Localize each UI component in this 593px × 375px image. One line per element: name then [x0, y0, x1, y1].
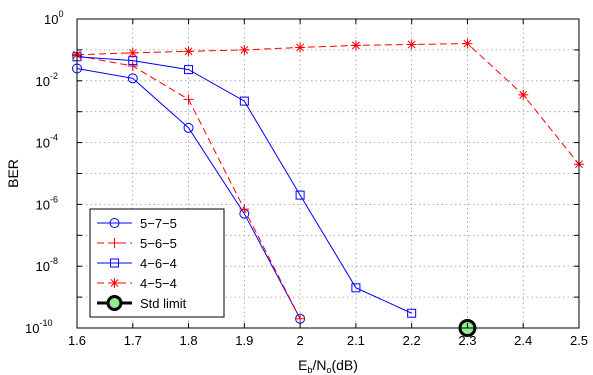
data-point — [184, 65, 194, 75]
legend-label: 4−5−4 — [140, 276, 177, 291]
data-point — [295, 313, 306, 324]
legend-item: 4−5−4 — [97, 276, 177, 291]
data-point — [350, 40, 361, 51]
y-tick-label: 10-4 — [36, 133, 58, 151]
y-tick-label: 100 — [44, 9, 63, 27]
series-line — [76, 43, 580, 165]
x-tick-label: 2 — [296, 333, 303, 348]
data-point — [183, 46, 194, 57]
data-point — [239, 204, 250, 215]
legend-marker — [110, 258, 119, 268]
x-tick-label: 1.8 — [180, 333, 198, 348]
x-tick-label: 2.2 — [403, 333, 421, 348]
data-point — [462, 38, 473, 49]
series-line — [76, 56, 412, 314]
legend-label: 5−7−5 — [140, 216, 177, 231]
series-4 — [72, 38, 584, 170]
y-axis-label: BER — [5, 159, 21, 188]
legend-item: Std limit — [97, 295, 187, 311]
data-point — [295, 190, 305, 200]
data-point — [127, 73, 138, 84]
x-axis-label: Eb/No(dB) — [298, 357, 358, 375]
legend-marker — [109, 238, 120, 248]
x-tick-label: 1.7 — [124, 333, 142, 348]
y-tick-label: 10-2 — [36, 71, 58, 89]
data-point — [183, 94, 194, 105]
x-tick-label: 1.9 — [235, 333, 253, 348]
legend-marker — [109, 278, 120, 288]
data-point — [407, 308, 417, 318]
x-tick-label: 2.5 — [570, 333, 588, 348]
series-line — [76, 68, 301, 319]
x-tick-label: 1.6 — [68, 333, 86, 348]
legend-marker — [109, 218, 120, 228]
data-point — [127, 61, 138, 72]
legend: 5−7−5 5−6−5 4−6−4 4−5−4 Std limit — [89, 208, 225, 318]
data-point — [351, 283, 361, 293]
x-tick-label: 2.4 — [514, 333, 532, 348]
tick-labels: 1.6 1.7 1.8 1.9 2 2.1 2.2 2.3 2.4 2.5 100 10-2 10-4 1… — [25, 9, 588, 348]
legend-item: 5−7−5 — [97, 216, 177, 231]
data-point — [127, 47, 138, 58]
y-tick-label: 10-8 — [36, 256, 58, 274]
x-tick-label: 2.1 — [347, 333, 365, 348]
y-tick-label: 10-10 — [25, 318, 52, 336]
data-point — [518, 89, 529, 100]
x-tick-label: 2.3 — [458, 333, 476, 348]
legend-item: 4−6−4 — [97, 256, 177, 271]
data-point — [239, 44, 250, 55]
legend-label: Std limit — [140, 296, 187, 311]
legend-label: 4−6−4 — [140, 256, 177, 271]
data-point — [183, 122, 194, 133]
series-2 — [72, 50, 306, 324]
legend-marker — [106, 295, 123, 311]
legend-item: 5−6−5 — [97, 236, 177, 251]
data-point — [406, 39, 417, 50]
data-point — [239, 96, 249, 106]
axes — [76, 18, 580, 329]
legend-label: 5−6−5 — [140, 236, 177, 251]
series-3 — [72, 52, 417, 318]
series-layer — [72, 38, 584, 337]
data-point — [295, 42, 306, 53]
y-tick-label: 10-6 — [36, 194, 58, 212]
